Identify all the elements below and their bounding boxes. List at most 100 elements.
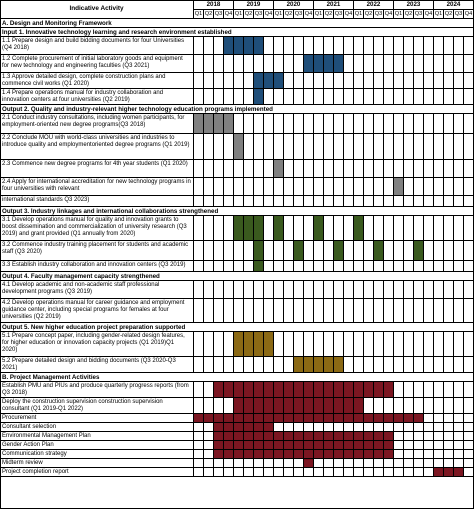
schedule-cell: [394, 450, 404, 459]
schedule-cell: [264, 196, 274, 207]
schedule-cell: [294, 114, 304, 134]
schedule-cell: [464, 459, 474, 468]
schedule-cell: [404, 459, 414, 468]
schedule-cell: [334, 73, 344, 89]
schedule-cell: [254, 459, 264, 468]
schedule-cell: [334, 299, 344, 323]
schedule-cell: [284, 196, 294, 207]
schedule-cell: [224, 89, 234, 105]
schedule-cell: [394, 468, 404, 477]
schedule-cell: [424, 450, 434, 459]
schedule-cell: [354, 37, 364, 55]
schedule-cell: [454, 216, 464, 241]
schedule-cell: [274, 196, 284, 207]
schedule-cell: [364, 281, 374, 299]
schedule-cell: [324, 160, 334, 178]
schedule-cell-active: [274, 216, 284, 241]
schedule-cell-active: [334, 414, 344, 423]
activity-label: 1.4 Prepare operations manual for indust…: [0, 89, 194, 105]
schedule-cell: [214, 459, 224, 468]
schedule-cell: [304, 241, 314, 261]
schedule-cell: [214, 196, 224, 207]
schedule-cell: [414, 299, 424, 323]
schedule-cell: [374, 73, 384, 89]
schedule-cell-active: [254, 37, 264, 55]
activity-label: international standards Q3 2023): [0, 196, 194, 207]
schedule-cell-active: [254, 332, 264, 357]
schedule-cell: [304, 261, 314, 272]
schedule-cell: [254, 281, 264, 299]
schedule-cell: [244, 89, 254, 105]
schedule-cell: [374, 423, 384, 432]
schedule-cell: [464, 37, 474, 55]
schedule-cell: [464, 241, 474, 261]
schedule-cell: [404, 134, 414, 160]
schedule-cell-active: [294, 398, 304, 414]
schedule-cell-active: [234, 441, 244, 450]
schedule-cell: [374, 398, 384, 414]
activity-label: Communication strategy: [0, 450, 194, 459]
schedule-cell: [204, 55, 214, 73]
schedule-cell: [454, 89, 464, 105]
schedule-cell: [354, 261, 364, 272]
quarter-header: Q1: [394, 10, 404, 19]
schedule-cell-active: [344, 432, 354, 441]
schedule-cell: [324, 73, 334, 89]
schedule-cell: [264, 55, 274, 73]
schedule-cell-active: [254, 89, 264, 105]
schedule-cell: [304, 423, 314, 432]
quarter-header: Q3: [294, 10, 304, 19]
schedule-cell: [434, 398, 444, 414]
schedule-cell: [214, 332, 224, 357]
schedule-cell: [324, 134, 334, 160]
schedule-cell: [334, 178, 344, 196]
schedule-cell-active: [304, 441, 314, 450]
schedule-cell-active: [254, 261, 264, 272]
schedule-cell-active: [324, 382, 334, 398]
schedule-cell: [354, 468, 364, 477]
schedule-cell: [384, 134, 394, 160]
schedule-cell: [344, 216, 354, 241]
schedule-cell-active: [234, 37, 244, 55]
section-heading: A. Design and Monitoring Framework: [0, 19, 474, 28]
schedule-cell: [374, 196, 384, 207]
schedule-cell: [204, 281, 214, 299]
schedule-cell: [384, 37, 394, 55]
schedule-cell: [414, 332, 424, 357]
schedule-cell: [384, 423, 394, 432]
schedule-cell: [374, 299, 384, 323]
schedule-cell: [434, 441, 444, 450]
schedule-cell: [194, 299, 204, 323]
schedule-cell: [464, 450, 474, 459]
schedule-cell: [454, 134, 464, 160]
schedule-cell: [214, 468, 224, 477]
schedule-cell: [414, 423, 424, 432]
schedule-cell-active: [334, 357, 344, 373]
activity-label: Project completion report: [0, 468, 194, 477]
schedule-cell: [454, 382, 464, 398]
schedule-cell: [274, 332, 284, 357]
schedule-cell: [344, 468, 354, 477]
quarter-header: Q2: [204, 10, 214, 19]
schedule-cell-active: [264, 441, 274, 450]
schedule-cell: [444, 382, 454, 398]
schedule-cell: [454, 459, 464, 468]
schedule-cell-active: [234, 216, 244, 241]
schedule-cell: [194, 441, 204, 450]
schedule-cell: [454, 261, 464, 272]
activity-label: Procurement: [0, 414, 194, 423]
schedule-cell: [264, 281, 274, 299]
schedule-cell: [394, 357, 404, 373]
schedule-cell: [314, 299, 324, 323]
schedule-cell: [274, 468, 284, 477]
schedule-cell: [354, 178, 364, 196]
schedule-cell: [194, 55, 204, 73]
schedule-cell: [424, 73, 434, 89]
schedule-cell: [324, 299, 334, 323]
schedule-cell: [334, 89, 344, 105]
schedule-cell: [414, 281, 424, 299]
schedule-cell: [404, 299, 414, 323]
schedule-cell: [294, 55, 304, 73]
schedule-cell: [254, 134, 264, 160]
schedule-cell-active: [284, 432, 294, 441]
